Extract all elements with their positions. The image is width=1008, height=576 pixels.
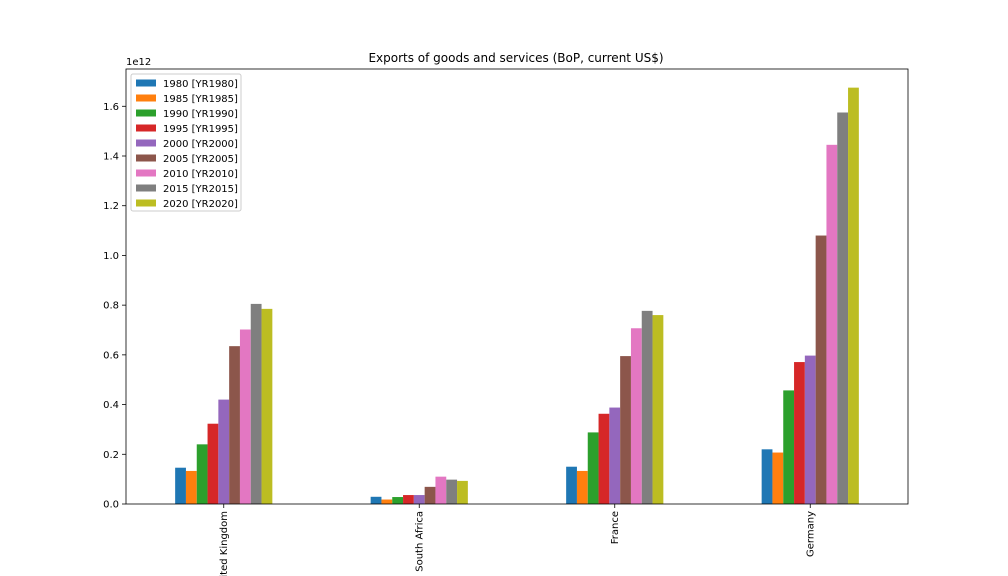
- legend-swatch: [136, 94, 156, 102]
- y-tick-label: 0.2: [103, 450, 119, 461]
- legend-swatch: [136, 109, 156, 117]
- legend-label: 1985 [YR1985]: [163, 94, 238, 105]
- x-axis: United Kingdom South Africa France Germany: [219, 504, 816, 576]
- y-tick-label: 1.4: [103, 152, 119, 163]
- bar: [587, 432, 599, 504]
- bar: [370, 496, 382, 504]
- bar: [772, 452, 784, 504]
- bar: [424, 486, 436, 504]
- bar: [620, 356, 631, 504]
- bar: [609, 407, 621, 504]
- legend-label: 2005 [YR2005]: [163, 154, 238, 165]
- bar: [652, 315, 664, 504]
- y-tick-label: 0.6: [103, 350, 119, 361]
- bar: [566, 466, 577, 504]
- x-tick-label: United Kingdom: [219, 511, 230, 576]
- y-offset-label: 1e12: [126, 57, 151, 68]
- x-tick-label: France: [610, 511, 621, 544]
- bar: [196, 444, 208, 504]
- bar: [837, 112, 849, 504]
- y-tick-label: 0.8: [103, 301, 119, 312]
- bar: [175, 467, 186, 504]
- bar: [381, 499, 393, 504]
- legend: 1980 [YR1980] 1985 [YR1985] 1990 [YR1990] 1…: [130, 73, 242, 212]
- bar: [218, 399, 230, 504]
- bar: [457, 480, 468, 504]
- bars-group: [175, 87, 859, 505]
- legend-swatch: [136, 184, 156, 192]
- bar: [826, 144, 838, 505]
- legend-box: [130, 73, 242, 212]
- y-tick-label: 1.2: [103, 201, 119, 212]
- bar: [598, 413, 610, 504]
- bar: [403, 495, 414, 504]
- legend-label: 2010 [YR2010]: [163, 169, 238, 180]
- legend-swatch: [136, 79, 156, 87]
- legend-label: 2020 [YR2020]: [163, 199, 238, 210]
- legend-swatch: [136, 154, 156, 162]
- bar: [185, 470, 197, 504]
- legend-swatch: [136, 139, 156, 147]
- bar: [250, 303, 262, 504]
- legend-label: 1995 [YR1995]: [163, 124, 238, 135]
- legend-swatch: [136, 124, 156, 132]
- legend-label: 1980 [YR1980]: [163, 79, 238, 90]
- bar: [815, 235, 827, 505]
- bar: [576, 470, 588, 504]
- bar: [848, 87, 859, 505]
- chart-title: Exports of goods and services (BoP, curr…: [368, 51, 663, 65]
- legend-swatch: [136, 169, 156, 177]
- bar: [630, 328, 642, 504]
- y-tick-label: 0.4: [103, 400, 119, 411]
- bar: [761, 449, 773, 504]
- y-tick-label: 0.0: [103, 500, 119, 511]
- bar: [239, 329, 251, 504]
- bar: [794, 362, 805, 504]
- legend-label: 1990 [YR1990]: [163, 109, 238, 120]
- x-tick-label: South Africa: [414, 511, 425, 572]
- y-axis: 0.0 0.2 0.4 0.6 0.8 1.0 1.2 1.4 1.6: [103, 102, 126, 511]
- y-tick-label: 1.6: [103, 102, 119, 113]
- bar: [783, 390, 795, 504]
- bar: [229, 346, 240, 504]
- bar: [435, 476, 447, 504]
- legend-swatch: [136, 199, 156, 207]
- bar: [413, 495, 425, 504]
- legend-label: 2000 [YR2000]: [163, 139, 238, 150]
- bar: [261, 308, 273, 504]
- x-tick-label: Germany: [805, 511, 816, 557]
- legend-label: 2015 [YR2015]: [163, 184, 238, 195]
- bar: [641, 310, 653, 504]
- bar: [446, 479, 458, 504]
- y-tick-label: 1.0: [103, 251, 119, 262]
- bar: [207, 423, 219, 504]
- plot-frame: [125, 68, 909, 505]
- bar: [392, 497, 404, 504]
- bar: [804, 355, 816, 504]
